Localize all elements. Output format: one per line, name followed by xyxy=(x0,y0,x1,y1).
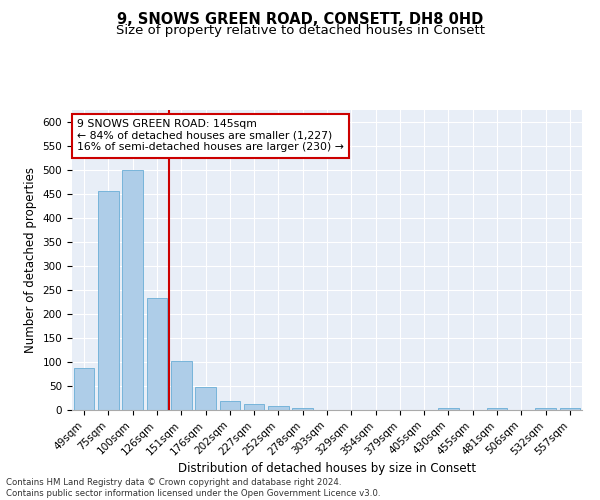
Bar xyxy=(535,408,556,410)
X-axis label: Distribution of detached houses by size in Consett: Distribution of detached houses by size … xyxy=(178,462,476,475)
Bar xyxy=(98,190,119,410)
Bar xyxy=(560,408,580,410)
Bar xyxy=(122,170,143,410)
Text: 9 SNOWS GREEN ROAD: 145sqm
← 84% of detached houses are smaller (1,227)
16% of s: 9 SNOWS GREEN ROAD: 145sqm ← 84% of deta… xyxy=(77,119,344,152)
Bar xyxy=(292,408,313,410)
Bar xyxy=(195,388,216,410)
Bar xyxy=(438,408,459,410)
Text: Contains HM Land Registry data © Crown copyright and database right 2024.
Contai: Contains HM Land Registry data © Crown c… xyxy=(6,478,380,498)
Bar xyxy=(268,406,289,410)
Bar xyxy=(487,408,508,410)
Bar xyxy=(244,404,265,410)
Bar xyxy=(146,298,167,410)
Text: 9, SNOWS GREEN ROAD, CONSETT, DH8 0HD: 9, SNOWS GREEN ROAD, CONSETT, DH8 0HD xyxy=(117,12,483,28)
Bar xyxy=(220,401,240,410)
Text: Size of property relative to detached houses in Consett: Size of property relative to detached ho… xyxy=(115,24,485,37)
Y-axis label: Number of detached properties: Number of detached properties xyxy=(24,167,37,353)
Bar xyxy=(171,361,191,410)
Bar xyxy=(74,368,94,410)
